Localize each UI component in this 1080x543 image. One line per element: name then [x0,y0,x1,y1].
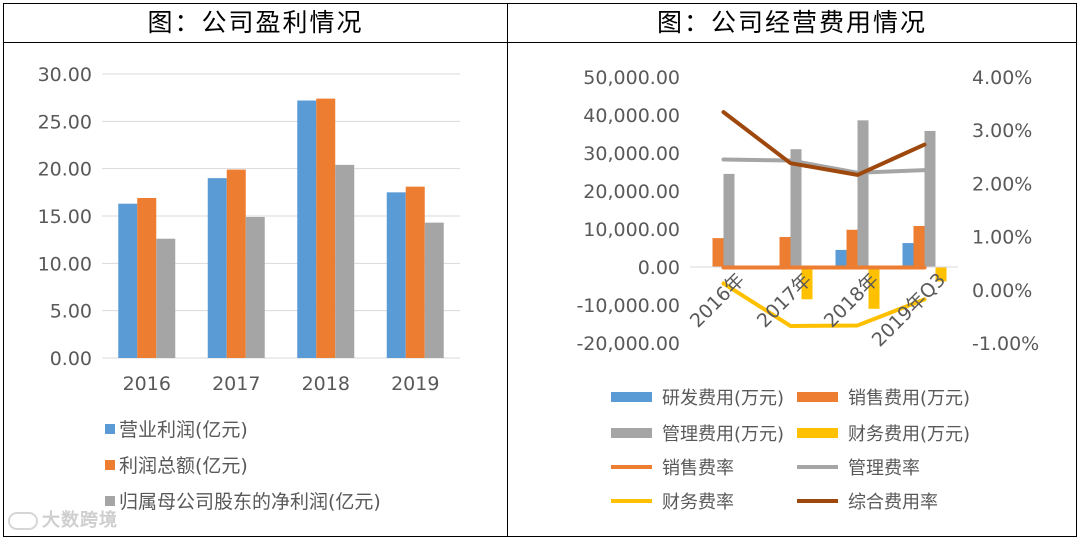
left-bar [386,192,406,358]
left-bar [226,169,246,358]
right-legend-label: 销售费用(万元) [848,388,970,409]
left-legend-swatch [105,424,115,434]
right-y2-tick-label: 3.00% [972,120,1032,142]
right-legend-label: 销售费率 [662,458,734,479]
right-y2-tick-label: 2.00% [972,173,1032,195]
right-legend-label: 综合费用率 [848,492,938,513]
left-bar [207,178,227,358]
left-legend-label: 利润总额(亿元) [119,455,248,477]
left-bar [424,222,444,358]
right-legend-label: 研发费用(万元) [662,388,784,409]
left-x-tick-label: 2019 [391,373,439,395]
left-y-tick-label: 0.00 [50,348,92,370]
left-y-tick-label: 20.00 [38,159,92,181]
left-legend-label: 归属母公司股东的净利润(亿元) [119,491,381,513]
left-y-tick-label: 15.00 [38,206,92,228]
left-x-tick-label: 2016 [123,373,171,395]
right-x-tick-label: 2019年Q3 [868,269,950,351]
right-y-tick-label: 10,000.00 [583,219,680,241]
right-legend-swatch [797,428,838,438]
watermark: 大数跨境 [8,506,118,532]
right-bar [935,267,947,282]
right-bar [790,149,802,267]
watermark-text: 大数跨境 [42,510,118,531]
right-bar [857,120,869,267]
right-legend-label: 管理费用(万元) [662,424,784,445]
right-legend-label: 财务费用(万元) [848,424,970,445]
right-legend-swatch [611,392,652,402]
right-legend-label: 管理费率 [848,458,920,479]
left-y-tick-label: 5.00 [50,301,92,323]
right-y2-tick-label: 1.00% [972,227,1032,249]
right-bar [835,249,847,267]
right-legend-swatch [797,392,838,402]
panel-divider [507,3,508,537]
left-legend-swatch [105,496,115,506]
right-y-tick-label: 20,000.00 [583,181,680,203]
left-y-tick-label: 30.00 [38,64,92,86]
right-y-tick-label: 40,000.00 [583,105,680,127]
right-y2-tick-label: 0.00% [972,280,1032,302]
left-x-tick-label: 2018 [302,373,350,395]
right-bar [723,173,735,267]
right-series-line [721,281,927,328]
left-bar [405,186,425,358]
left-legend-label: 营业利润(亿元) [119,419,248,441]
right-legend-label: 财务费率 [662,492,734,513]
right-bar [913,225,925,267]
left-bar [137,198,157,358]
right-bar [924,130,936,267]
right-y2-tick-label: -1.00% [972,333,1039,355]
right-y-tick-label: -20,000.00 [576,333,680,355]
left-bar [335,164,355,358]
title-divider [3,42,1077,43]
left-bar [245,216,265,358]
left-bar [156,238,176,358]
right-legend-swatch [611,428,652,438]
right-bar [712,238,724,267]
left-y-tick-label: 10.00 [38,253,92,275]
left-y-tick-label: 25.00 [38,111,92,133]
chart-frame [3,3,1077,537]
right-y-tick-label: 50,000.00 [583,67,680,89]
right-y-tick-label: 0.00 [638,257,680,279]
right-series-line [721,157,927,175]
right-y2-tick-label: 4.00% [972,67,1032,89]
right-series-line [721,110,927,177]
right-bar [779,236,791,267]
right-chart-title: 图：公司经营费用情况 [656,8,927,37]
left-x-tick-label: 2017 [212,373,260,395]
left-legend-swatch [105,460,115,470]
right-bar [801,267,813,300]
right-x-tick-label: 2016年 [686,269,749,332]
left-bar [316,98,336,358]
right-y-tick-label: -10,000.00 [576,295,680,317]
right-y-tick-label: 30,000.00 [583,143,680,165]
left-bar [118,203,138,358]
right-bar [868,267,880,309]
watermark-logo-icon [8,512,38,530]
right-bar [846,229,858,267]
right-bar [902,243,914,267]
left-bar [297,100,317,359]
left-chart-title: 图：公司盈利情况 [147,8,364,37]
